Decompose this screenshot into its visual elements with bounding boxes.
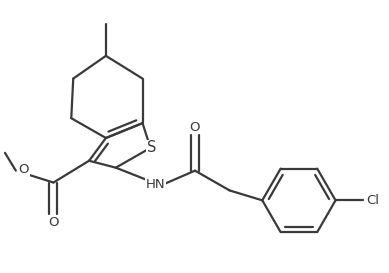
Text: O: O [19,163,29,176]
Text: Cl: Cl [366,194,379,207]
Text: O: O [190,121,200,133]
Text: HN: HN [145,178,165,191]
Text: S: S [147,140,156,155]
Text: O: O [48,216,59,229]
